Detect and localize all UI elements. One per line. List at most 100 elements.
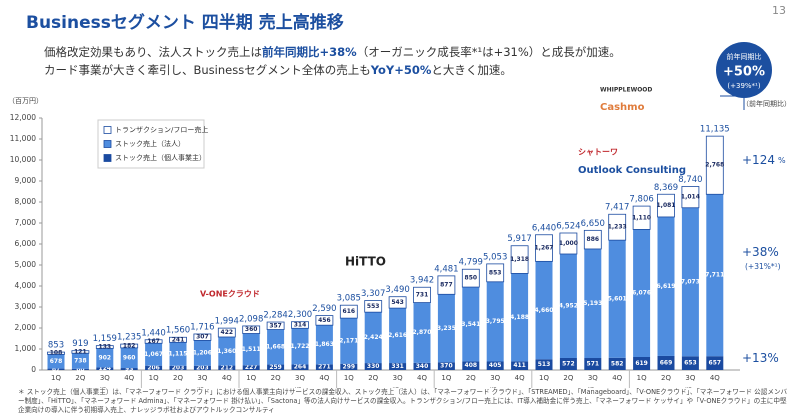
- x-tick-label: 2Q: [271, 374, 281, 382]
- total-label: 1,994: [215, 317, 239, 327]
- total-label: 1,235: [117, 333, 141, 343]
- bar-segment: [169, 342, 187, 366]
- total-label: 2,284: [263, 311, 287, 321]
- y-tick-label: 9,000: [15, 176, 37, 185]
- total-label: 2,300: [288, 310, 312, 320]
- bar-segment: [315, 364, 333, 370]
- total-label: 1,159: [93, 334, 117, 344]
- bar-segment: [608, 357, 626, 370]
- x-tick-label: 2Q: [661, 374, 671, 382]
- right-label: （前年同期比）: [742, 99, 791, 108]
- bar-segment: [339, 304, 358, 319]
- segment-label: 1,668: [266, 344, 285, 351]
- bar-segment: [486, 263, 505, 283]
- bar-segment: [657, 355, 675, 370]
- bar-segment: [145, 365, 163, 370]
- headline: 価格改定効果もあり、法人ストック売上は前年同期比+38%（オーガニック成長率*¹…: [44, 44, 621, 60]
- bar-segment: [486, 281, 504, 362]
- bar-segment: [96, 367, 114, 370]
- bar-segment: [340, 363, 358, 370]
- bar-segment: [217, 327, 236, 338]
- segment-label: 1,081: [657, 202, 676, 209]
- bar-segment: [437, 362, 455, 370]
- segment-label: 203: [172, 364, 185, 371]
- legend-box: [97, 119, 205, 169]
- bar-segment: [291, 321, 309, 329]
- segment-label: 582: [611, 360, 624, 367]
- segment-label: 619: [635, 360, 648, 367]
- bar-segment: [413, 286, 431, 303]
- bar-segment: [657, 193, 675, 218]
- headline: カード事業が大きく牽引し、Businessセグメント全体の売上もYoY+50%と…: [44, 62, 512, 78]
- x-tick-label: 2Q: [173, 374, 183, 382]
- segment-label: 124: [99, 365, 112, 372]
- bar-segment: [559, 232, 578, 255]
- page-number: 13: [772, 4, 786, 17]
- segment-label: 2,870: [413, 329, 432, 336]
- segment-label: 1,318: [510, 256, 529, 263]
- x-tick-label: 1Q: [539, 374, 549, 382]
- chart: （百万円） （前年同期比） 0 1,000 2,000 3,000 4,000 5,000 6,…: [8, 42, 791, 388]
- bar-segment: [559, 357, 577, 370]
- bar-segment: [71, 368, 89, 370]
- segment-label: 616: [343, 308, 356, 315]
- x-tick-label: 4Q: [612, 374, 622, 382]
- total-label: 7,417: [605, 203, 629, 213]
- bar-segment: [413, 362, 431, 370]
- segment-label: 1,722: [291, 343, 310, 350]
- segment-label: 572: [562, 360, 575, 367]
- total-label: 7,806: [629, 195, 653, 205]
- bar-segment: [47, 354, 65, 369]
- growth-label: +124%: [742, 153, 786, 167]
- growth-label: +13%: [742, 351, 779, 365]
- period-label: 22/11期: [372, 387, 399, 388]
- x-tick-label: 1Q: [344, 374, 354, 382]
- segment-label: 678: [50, 358, 63, 365]
- bar-segment: [47, 351, 65, 355]
- bubble-sub: (+39%*¹): [727, 82, 760, 90]
- total-label: 3,085: [337, 294, 361, 304]
- bar-segment: [633, 357, 651, 370]
- y-tick-label: 12,000: [10, 113, 36, 122]
- segment-label: 7,711: [705, 272, 724, 279]
- segment-label: 133: [99, 344, 112, 351]
- bar-segment: [535, 234, 553, 262]
- segment-label: 360: [245, 326, 258, 333]
- bar-segment: [657, 216, 675, 356]
- bar-segment: [242, 333, 260, 366]
- bar-segment: [608, 240, 626, 358]
- logo: シャトーワ: [578, 148, 618, 157]
- period-label: 20/11期: [177, 387, 204, 388]
- segment-label: 1,000: [559, 240, 578, 247]
- bar-segment: [364, 312, 382, 364]
- total-label: 919: [72, 339, 88, 349]
- bar-segment: [120, 347, 138, 369]
- segment-label: 1,511: [242, 346, 261, 353]
- bar-segment: [413, 302, 431, 363]
- segment-label: 2,424: [364, 334, 383, 341]
- growth-sub: (+31%*¹): [745, 262, 781, 271]
- segment-label: 553: [367, 303, 380, 310]
- total-label: 4,481: [434, 264, 458, 274]
- y-tick-label: 10,000: [10, 155, 36, 164]
- bar-segment: [583, 229, 602, 250]
- segment-label: 1,014: [681, 194, 700, 201]
- bar-segment: [706, 356, 724, 370]
- bubble-value: +50%: [723, 65, 765, 80]
- bar-segment: [242, 325, 261, 334]
- bar-segment: [291, 328, 309, 365]
- segment-label: 6,076: [632, 290, 651, 297]
- segment-label: 669: [660, 359, 673, 366]
- bar-segment: [633, 229, 651, 358]
- total-label: 3,942: [410, 276, 434, 286]
- segment-label: 513: [538, 361, 551, 368]
- logo: WHIPPLEWOOD: [600, 87, 652, 94]
- segment-label: 93: [125, 366, 133, 373]
- segment-label: 314: [294, 321, 307, 328]
- legend-swatch: [103, 140, 112, 148]
- bar-segment: [584, 248, 602, 359]
- yoy-bubble: [716, 42, 772, 98]
- bar-segment: [315, 325, 333, 365]
- y-tick-label: 0: [31, 365, 36, 374]
